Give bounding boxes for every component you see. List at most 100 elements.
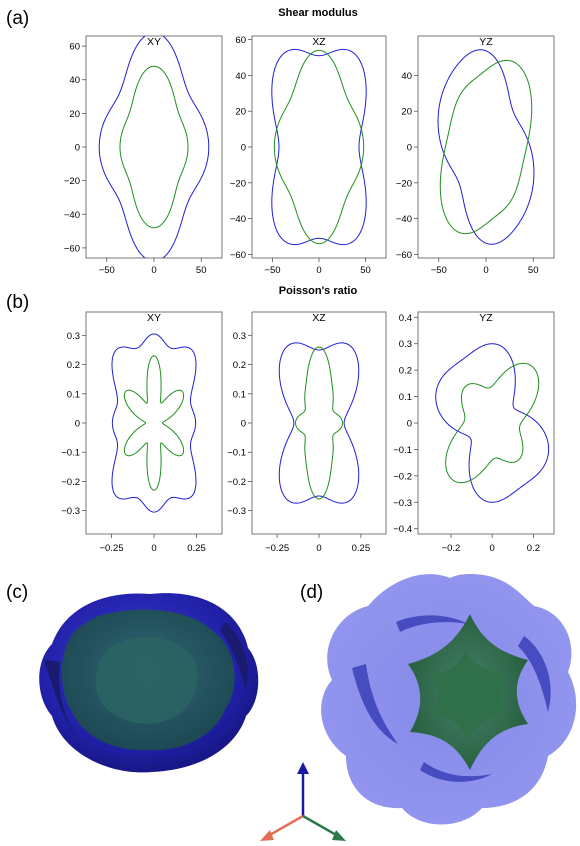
poissons-ratio-subplot-xz: XZ −0.25 0 0.25 −0.3 −0.2 −0.1 0 0.1 0.2 0.3 [227,311,387,554]
surface-c-blue-fold-left [44,660,80,742]
blue-curve [98,36,210,258]
y-tick-label: 0.4 [399,313,412,324]
y-tick-label: −20 [64,176,80,187]
y-tick-label: 20 [69,109,80,120]
panel-label-c: (c) [6,582,28,603]
y-tick-label: −0.1 [227,448,246,459]
subplot-title: XY [147,36,161,48]
triad-x-axis [267,814,304,838]
y-tick-label: 0.2 [67,360,80,371]
y-tick-label: −40 [64,210,80,221]
x-tick-label: 0.25 [352,543,371,554]
y-tick-label: 0 [407,419,412,430]
x-tick-label: 0 [151,543,156,554]
surface-d-blue-fold-4 [420,762,492,782]
triad-y-axis [302,814,339,838]
poissons-ratio-title: Poisson's ratio [279,285,358,297]
green-curve [123,355,185,491]
x-tick-label: 0 [151,265,156,276]
y-tick-label: 20 [235,107,246,118]
green-curve [273,49,365,245]
shear-modulus-subplot-yz: YZ −50 0 50 −60 −40 −20 0 20 40 [396,35,555,276]
y-tick-label: −0.3 [393,498,412,509]
x-tick-label: −0.25 [265,543,289,554]
y-tick-label: −0.3 [61,506,80,517]
axes-frame [85,35,223,259]
panel-label-d: (d) [300,582,323,603]
shear-modulus-charts: XY −50 0 50 −60 −40 −20 0 20 40 60 XZ −50 0 50 −60 −40 −2… [64,35,555,276]
x-tick-label: 50 [360,265,371,276]
y-tick-label: −0.4 [393,524,412,535]
y-tick-label: 0.1 [399,392,412,403]
blue-curve [271,48,367,246]
surface-c-green-lobe [95,636,198,724]
shear-modulus-subplot-xz: XZ −50 0 50 −60 −40 −20 0 20 40 60 [230,35,387,276]
subplot-title: XY [147,312,161,324]
blue-curve [437,49,535,245]
surface-d-green-inner [432,652,506,738]
shear-modulus-subplot-xy: XY −50 0 50 −60 −40 −20 0 20 40 60 [64,35,223,276]
y-tick-label: −0.1 [61,448,80,459]
y-tick-label: −20 [396,178,412,189]
triad-x-arrowhead [260,830,274,841]
y-tick-label: −0.1 [393,445,412,456]
y-tick-label: 20 [401,107,412,118]
y-tick-label: −60 [64,243,80,254]
y-tick-label: 0 [241,143,246,154]
y-tick-label: −40 [396,214,412,225]
axis-triad [260,762,346,841]
surface-d-blue-fold-1 [352,664,398,744]
y-tick-label: 40 [69,75,80,86]
triad-z-arrowhead [297,762,309,774]
y-tick-label: −0.2 [227,477,246,488]
x-tick-label: 0.2 [527,543,540,554]
triad-y-arrowhead [332,830,346,841]
poissons-ratio-subplot-yz: YZ −0.2 0 0.2 −0.4 −0.3 −0.2 −0.1 0 0.1 0.2 0.3 0.4 [393,311,555,554]
y-tick-label: 0.2 [233,360,246,371]
x-tick-label: 0 [316,265,321,276]
y-tick-label: 40 [401,71,412,82]
axes-frame [417,35,555,259]
y-tick-label: 0.1 [233,389,246,400]
surface-d-blue-fold-2 [518,636,551,712]
y-tick-label: 0 [75,143,80,154]
y-tick-label: 40 [235,71,246,82]
y-tick-label: 0.3 [67,331,80,342]
y-tick-label: 0.1 [67,389,80,400]
axes-frame [85,311,223,535]
blue-curve [278,342,360,504]
y-tick-label: −0.3 [227,506,246,517]
x-tick-label: 50 [528,265,539,276]
y-tick-label: 60 [235,35,246,46]
poissons-ratio-subplot-xy: XY −0.25 0 0.25 −0.3 −0.2 −0.1 0 0.1 0.2 0.3 [61,311,223,554]
y-tick-label: −0.2 [393,471,412,482]
green-curve [295,346,343,500]
blue-curve [435,343,550,503]
x-tick-label: −50 [431,265,447,276]
shear-modulus-title: Shear modulus [278,7,357,19]
surface-render-c [39,593,259,773]
subplot-title: XZ [312,36,326,48]
x-tick-label: 0 [316,543,321,554]
y-tick-label: −40 [230,214,246,225]
axes-frame [251,35,387,259]
surface-render-d [321,574,577,825]
x-tick-label: 0 [483,265,488,276]
subplot-title: YZ [479,312,493,324]
surface-d-blue-fold-3 [396,615,468,632]
y-tick-label: 0 [241,419,246,430]
poissons-ratio-charts: XY −0.25 0 0.25 −0.3 −0.2 −0.1 0 0.1 0.2 0.3 XZ −0.2… [61,311,555,554]
x-tick-label: −50 [99,265,115,276]
y-tick-label: 0.3 [233,331,246,342]
y-tick-label: 0 [75,419,80,430]
surface-c-blue-fold-right [220,622,248,690]
y-tick-label: 0.3 [399,339,412,350]
y-tick-label: 0 [407,143,412,154]
subplot-title: XZ [312,312,326,324]
y-tick-label: −0.2 [61,477,80,488]
y-tick-label: −60 [230,250,246,261]
green-curve [439,59,533,235]
y-tick-label: −60 [396,250,412,261]
axes-frame [251,311,387,535]
